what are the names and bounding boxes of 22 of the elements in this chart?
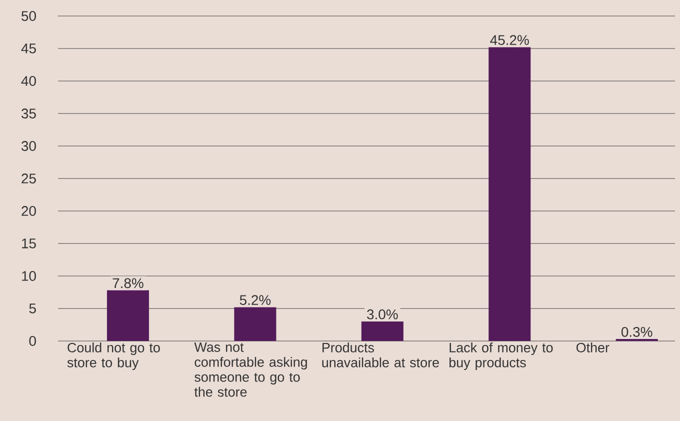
y-tick-label: 25 bbox=[22, 174, 36, 184]
y-tick-label: 15 bbox=[22, 238, 36, 248]
data-label: 45.2% bbox=[490, 35, 529, 45]
bar bbox=[361, 322, 404, 341]
data-label: 7.8% bbox=[112, 278, 144, 288]
y-tick-label: 40 bbox=[21, 76, 36, 86]
x-tick-label: Other bbox=[576, 342, 610, 352]
y-tick-label: 5 bbox=[29, 304, 36, 314]
y-tick-label: 45 bbox=[21, 44, 36, 54]
y-tick-label: 30 bbox=[21, 141, 36, 151]
y-tick-label: 10 bbox=[22, 271, 36, 281]
x-tick-label: Could not go to store to buy bbox=[67, 342, 160, 370]
data-label: 0.3% bbox=[621, 326, 652, 337]
x-tick-label: Was not comfortable asking someone to go to the store bbox=[194, 342, 307, 397]
x-tick-label: Products unavailable at store bbox=[322, 342, 439, 368]
y-tick-label: 35 bbox=[21, 108, 36, 118]
x-tick-label: Lack of money to buy products bbox=[449, 342, 553, 370]
data-label: 3.0% bbox=[367, 309, 398, 320]
data-label: 5.2% bbox=[240, 295, 271, 306]
y-tick-label: 50 bbox=[22, 11, 36, 21]
y-tick-label: 0 bbox=[29, 336, 36, 346]
y-tick-label: 20 bbox=[22, 206, 36, 216]
